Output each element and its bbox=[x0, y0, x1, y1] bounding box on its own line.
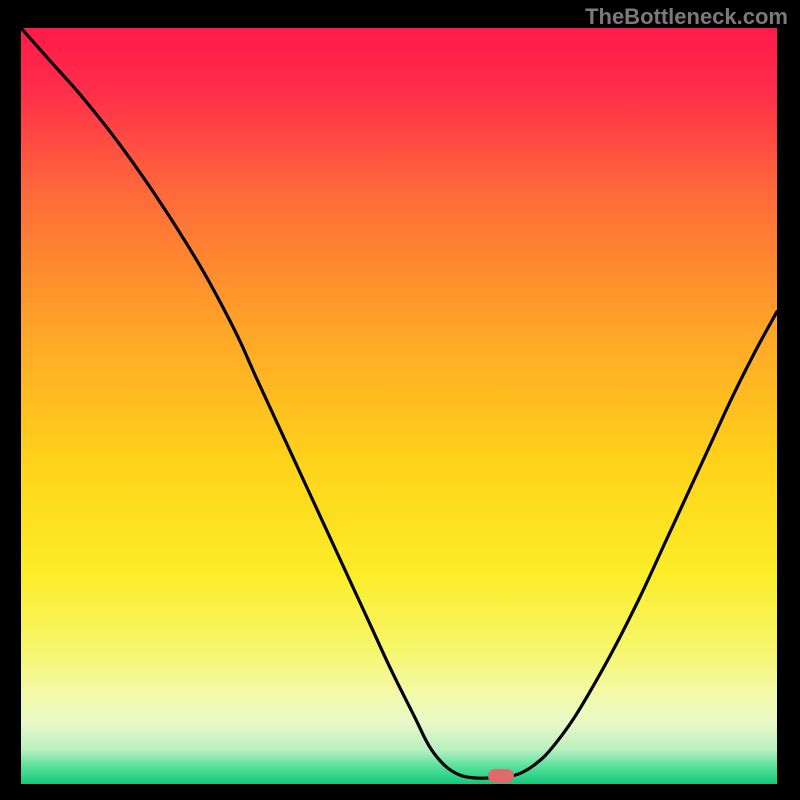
bottleneck-curve bbox=[21, 28, 777, 784]
optimal-point-marker bbox=[488, 769, 514, 783]
bottleneck-chart bbox=[21, 28, 777, 784]
attribution-text: TheBottleneck.com bbox=[585, 4, 788, 30]
